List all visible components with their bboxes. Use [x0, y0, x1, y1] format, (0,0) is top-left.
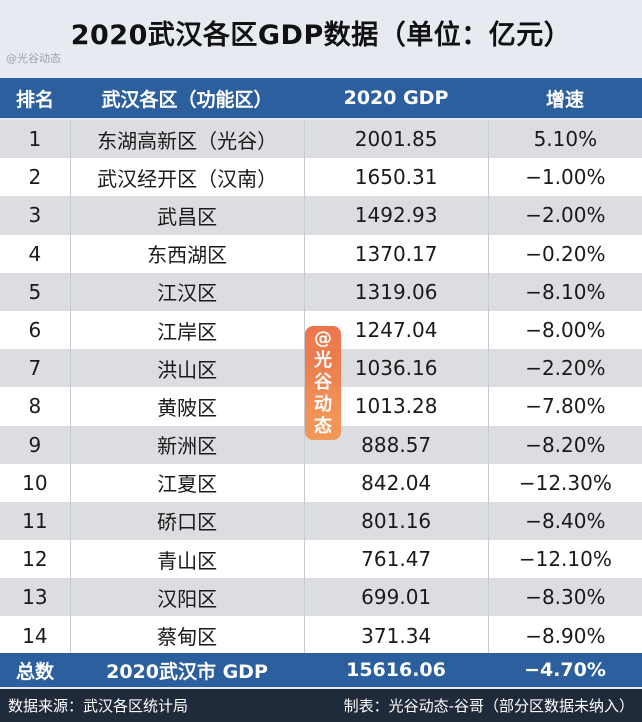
table-row: 12 青山区 761.47 −12.10% [0, 540, 642, 579]
page-title: 2020武汉各区GDP数据（单位：亿元） [70, 20, 572, 51]
table-body: 1 东湖高新区（光谷） 2001.85 5.10% 2 武汉经开区（汉南） 16… [0, 120, 642, 655]
cell-growth: −8.20% [525, 432, 606, 457]
cell-rank: 6 [0, 310, 71, 350]
badge-char: 动 [314, 394, 332, 415]
cell-growth: −8.40% [525, 508, 606, 533]
cell-gdp: 2001.85 [305, 120, 489, 159]
cell-rank: 13 [0, 578, 71, 617]
cell-growth: −2.20% [525, 356, 606, 381]
cell-gdp: 1370.17 [305, 234, 489, 273]
cell-district: 东湖高新区（光谷） [71, 120, 305, 159]
header-rank: 排名 [15, 88, 54, 111]
cell-district: 东西湖区 [71, 234, 305, 273]
badge-char: 谷 [314, 372, 332, 393]
badge-char: 态 [314, 416, 332, 437]
watermark-badge: @ 光 谷 动 态 [305, 326, 341, 440]
table-header: 排名 武汉各区（功能区） 2020 GDP 增速 [0, 78, 642, 118]
badge-char: 光 [314, 350, 332, 371]
cell-gdp: 842.04 [305, 463, 489, 502]
table-row: 11 硚口区 801.16 −8.40% [0, 501, 642, 541]
cell-gdp: 371.34 [305, 616, 489, 655]
cell-rank: 4 [0, 234, 71, 273]
cell-gdp: 888.57 [305, 425, 489, 464]
total-row: 总数 2020武汉市 GDP 15616.06 −4.70% [0, 653, 642, 687]
credit-text: 制表：光谷动态-谷哥（部分区数据未纳入） [343, 697, 634, 715]
cell-gdp: 1650.31 [305, 158, 489, 197]
cell-growth: −8.10% [525, 279, 606, 304]
cell-rank: 10 [0, 463, 71, 502]
table-row: 4 东西湖区 1370.17 −0.20% [0, 234, 642, 273]
total-name: 2020武汉市 GDP [106, 660, 268, 683]
cell-growth: −0.20% [525, 241, 606, 266]
cell-district: 武汉经开区（汉南） [71, 158, 305, 197]
cell-rank: 14 [0, 616, 71, 655]
header-growth: 增速 [545, 88, 584, 111]
cell-district: 洪山区 [71, 349, 305, 388]
cell-growth: −7.80% [525, 394, 606, 419]
source-bar: 数据来源：武汉各区统计局 制表：光谷动态-谷哥（部分区数据未纳入） [0, 689, 642, 722]
cell-growth: 5.10% [533, 127, 598, 152]
cell-gdp: 699.01 [305, 578, 489, 617]
cell-rank: 5 [0, 272, 71, 311]
cell-growth: −12.10% [518, 547, 612, 572]
cell-gdp: 1319.06 [305, 272, 489, 311]
table-row: 10 江夏区 842.04 −12.30% [0, 463, 642, 502]
cell-rank: 7 [0, 349, 71, 388]
cell-growth: −8.00% [525, 318, 606, 343]
cell-gdp: 1247.04 [305, 310, 489, 350]
cell-gdp: 1036.16 [305, 349, 489, 388]
table-row: 14 蔡甸区 371.34 −8.90% [0, 616, 642, 655]
cell-district: 硚口区 [71, 501, 305, 541]
header-district: 武汉各区（功能区） [101, 88, 273, 111]
cell-gdp: 761.47 [305, 540, 489, 579]
total-growth: −4.70% [524, 659, 606, 681]
cell-district: 蔡甸区 [71, 616, 305, 655]
cell-district: 江汉区 [71, 272, 305, 311]
cell-rank: 1 [0, 120, 71, 159]
cell-district: 江岸区 [71, 310, 305, 350]
cell-gdp: 1013.28 [305, 387, 489, 426]
table-row: 5 江汉区 1319.06 −8.10% [0, 272, 642, 311]
cell-district: 江夏区 [71, 463, 305, 502]
total-gdp: 15616.06 [346, 659, 446, 681]
cell-growth: −8.30% [525, 585, 606, 610]
table-row: 1 东湖高新区（光谷） 2001.85 5.10% [0, 120, 642, 159]
watermark-text: @光谷动态 [6, 52, 61, 65]
header-gdp: 2020 GDP [343, 87, 449, 109]
cell-rank: 3 [0, 196, 71, 235]
cell-district: 新洲区 [71, 425, 305, 464]
cell-district: 青山区 [71, 540, 305, 579]
cell-rank: 8 [0, 387, 71, 426]
table-row: 13 汉阳区 699.01 −8.30% [0, 578, 642, 617]
cell-rank: 2 [0, 158, 71, 197]
total-label: 总数 [15, 660, 54, 683]
cell-rank: 11 [0, 501, 71, 541]
cell-gdp: 801.16 [305, 501, 489, 541]
table-row: 3 武昌区 1492.93 −2.00% [0, 196, 642, 235]
badge-at: @ [314, 328, 332, 349]
cell-rank: 9 [0, 425, 71, 464]
table-row: 2 武汉经开区（汉南） 1650.31 −1.00% [0, 158, 642, 197]
cell-growth: −8.90% [525, 623, 606, 648]
cell-gdp: 1492.93 [305, 196, 489, 235]
source-text: 数据来源：武汉各区统计局 [8, 697, 189, 715]
cell-growth: −1.00% [525, 165, 606, 190]
cell-district: 武昌区 [71, 196, 305, 235]
cell-growth: −2.00% [525, 203, 606, 228]
cell-district: 汉阳区 [71, 578, 305, 617]
cell-growth: −12.30% [518, 470, 612, 495]
cell-district: 黄陂区 [71, 387, 305, 426]
cell-rank: 12 [0, 540, 71, 579]
